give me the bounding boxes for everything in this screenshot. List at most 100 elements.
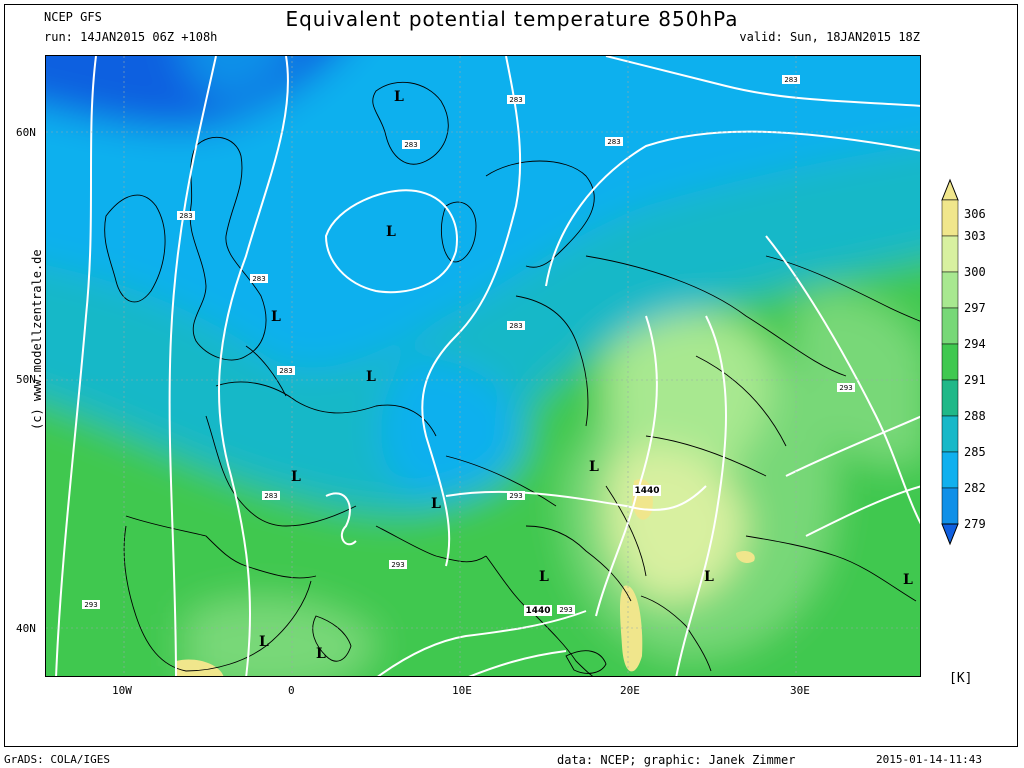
- footer-timestamp: 2015-01-14-11:43: [876, 753, 982, 766]
- border-line: [205, 415, 357, 527]
- isoline: [785, 415, 920, 477]
- plot-frame: [4, 4, 1018, 747]
- low-pressure-marker: L: [366, 369, 376, 385]
- border-line: [565, 650, 607, 674]
- border-line: [695, 355, 787, 447]
- isoline: [55, 56, 97, 676]
- theta-e-max-area: [620, 585, 643, 672]
- border-line: [245, 345, 287, 397]
- coastlines: [104, 81, 920, 676]
- scale-label: 288: [964, 409, 986, 423]
- scale-swatch: [941, 451, 959, 489]
- footer-credit: data: NCEP; graphic: Janek Zimmer: [557, 753, 796, 767]
- contour-label: 283: [784, 76, 797, 84]
- border-line: [445, 455, 557, 507]
- scale-swatch: [941, 307, 959, 345]
- map-labels: L L L L L L L L L L L L 283 283 283 283 283 283 283 283 283 2…: [82, 75, 913, 662]
- scale-label: 279: [964, 517, 986, 531]
- lon-30e: 30E: [790, 684, 810, 697]
- low-pressure-marker: L: [539, 569, 549, 585]
- scale-label: 297: [964, 301, 986, 315]
- contour-label-bg: [250, 274, 268, 283]
- contour-label: 293: [84, 601, 97, 609]
- scale-label: 306: [964, 207, 986, 221]
- valid-label: valid: Sun, 18JAN2015 18Z: [739, 30, 920, 44]
- contour-label: 283: [252, 275, 265, 283]
- unit-label: [K]: [949, 671, 973, 686]
- isoline: [445, 485, 707, 511]
- scale-max-arrow: [941, 178, 959, 201]
- contour-label-bg: [177, 211, 195, 220]
- scale-swatch: [941, 271, 959, 309]
- contour-label-bg: [277, 366, 295, 375]
- isoline: [805, 485, 920, 537]
- weather-map: L L L L L L L L L L L L 283 283 283 283 283 283 283 283 283 2…: [45, 55, 921, 677]
- contour-label: 283: [279, 367, 292, 375]
- contour-label-bg: [605, 137, 623, 146]
- scale-swatch: [941, 487, 959, 525]
- isoline: [377, 610, 587, 676]
- low-pressure-marker: L: [394, 89, 404, 105]
- border-line: [372, 81, 449, 165]
- lon-10w: 10W: [112, 684, 132, 697]
- lon-10e: 10E: [452, 684, 472, 697]
- scale-label: 294: [964, 337, 986, 351]
- contour-label: 283: [509, 96, 522, 104]
- low-pressure-marker: L: [259, 634, 269, 650]
- border-line: [640, 595, 712, 672]
- low-pressure-marker: L: [903, 572, 913, 588]
- low-pressure-marker: L: [316, 646, 326, 662]
- contour-label: 293: [559, 606, 572, 614]
- color-scale: 306 303 300 297 294 291 288 285 282 279: [941, 178, 986, 546]
- isoline: [324, 189, 458, 294]
- run-label: run: 14JAN2015 06Z +108h: [44, 30, 218, 44]
- border-line: [605, 485, 647, 577]
- contour-label-bg: [262, 491, 280, 500]
- contour-label-bg: [507, 321, 525, 330]
- border-line: [312, 615, 352, 662]
- pressure-label-bg: [524, 605, 552, 616]
- map-title: Equivalent potential temperature 850hPa: [285, 7, 739, 31]
- scale-swatch: [941, 235, 959, 273]
- scale-swatch: [941, 379, 959, 417]
- contour-label-bg: [389, 560, 407, 569]
- isoline: [168, 56, 217, 676]
- lon-0: 0: [288, 684, 295, 697]
- lat-50n: 50N: [16, 373, 36, 386]
- contour-label-bg: [782, 75, 800, 84]
- contour-label-bg: [82, 600, 100, 609]
- isoline: [765, 235, 920, 525]
- border-line: [515, 295, 589, 427]
- lon-20e: 20E: [620, 684, 640, 697]
- low-pressure-marker: L: [291, 469, 301, 485]
- low-pressure-marker: L: [386, 224, 396, 240]
- contour-label: 283: [179, 212, 192, 220]
- lat-60n: 60N: [16, 126, 36, 139]
- contour-label-bg: [837, 383, 855, 392]
- contour-label: 283: [607, 138, 620, 146]
- border-line: [125, 515, 317, 579]
- contour-label-bg: [557, 605, 575, 614]
- border-line: [485, 160, 595, 268]
- low-pressure-marker: L: [271, 309, 281, 325]
- scale-label: 282: [964, 481, 986, 495]
- border-line: [485, 555, 594, 676]
- border-line: [585, 255, 847, 377]
- scale-swatch: [941, 343, 959, 381]
- theta-e-max-area: [736, 550, 755, 564]
- border-line: [765, 255, 920, 322]
- border-line: [123, 525, 312, 672]
- contour-label: 283: [509, 322, 522, 330]
- isoline: [605, 56, 920, 107]
- contour-label-bg: [507, 95, 525, 104]
- watermark: (c) www.modellzentrale.de: [30, 249, 44, 430]
- low-pressure-marker: L: [431, 496, 441, 512]
- contour-label-bg: [402, 140, 420, 149]
- isoline: [675, 315, 727, 676]
- scale-label: 303: [964, 229, 986, 243]
- isoline: [218, 56, 289, 676]
- scale-min-arrow: [941, 523, 959, 546]
- contour-label: 283: [264, 492, 277, 500]
- scale-label: 291: [964, 373, 986, 387]
- border-line: [745, 535, 917, 602]
